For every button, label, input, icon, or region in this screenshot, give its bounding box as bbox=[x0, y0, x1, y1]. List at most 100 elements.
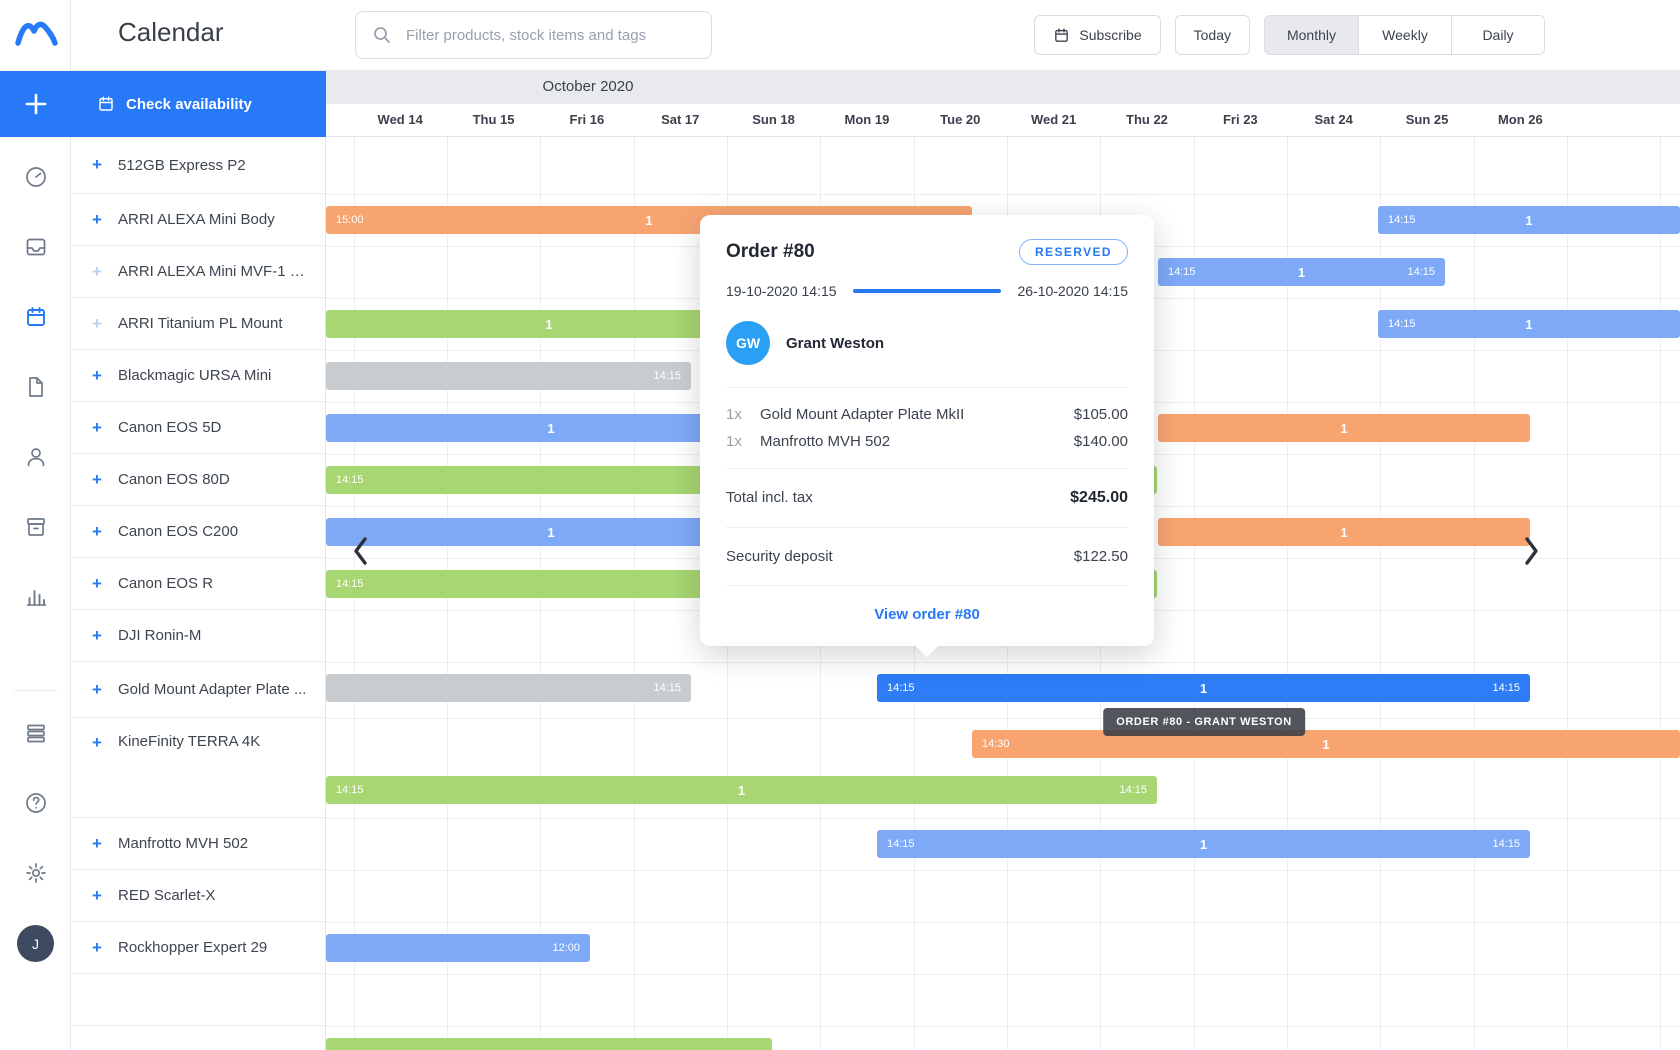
grid-row-line bbox=[326, 1026, 1680, 1027]
bar-quantity: 1 bbox=[737, 782, 746, 798]
product-row[interactable]: + Canon EOS 80D bbox=[71, 454, 325, 506]
next-period-button[interactable] bbox=[1520, 534, 1542, 571]
product-name: ARRI Titanium PL Mount bbox=[118, 315, 283, 332]
subscribe-button[interactable]: Subscribe bbox=[1034, 15, 1161, 55]
plus-icon bbox=[25, 93, 46, 115]
product-row[interactable]: + Canon EOS R bbox=[71, 558, 325, 610]
documents-icon[interactable] bbox=[0, 369, 71, 405]
dashboard-icon[interactable] bbox=[0, 159, 71, 195]
prev-period-button[interactable] bbox=[350, 534, 372, 571]
settings-gear-icon[interactable] bbox=[0, 855, 71, 891]
check-availability-button[interactable]: Check availability bbox=[71, 71, 326, 137]
add-line-plus-icon[interactable]: + bbox=[92, 521, 102, 541]
availability-bar[interactable]: 12:00 bbox=[326, 934, 590, 962]
add-line-plus-icon[interactable]: + bbox=[92, 573, 102, 593]
availability-bar[interactable]: 14:15 1 bbox=[1378, 206, 1680, 234]
calendar-area: October 2020 Wed 14 Thu 15 Fri 16 Sat 17 Sun… bbox=[326, 71, 1680, 1050]
availability-bar[interactable]: 14:15 1 14:15 bbox=[326, 776, 1157, 804]
add-line-plus-icon[interactable]: + bbox=[92, 155, 102, 174]
product-row[interactable]: + DJI Ronin-M bbox=[71, 610, 325, 662]
product-row[interactable]: + ARRI ALEXA Mini Body bbox=[71, 194, 325, 246]
add-line-plus-icon[interactable]: + bbox=[92, 365, 102, 385]
add-line-plus-icon[interactable]: + bbox=[92, 417, 102, 437]
today-button[interactable]: Today bbox=[1174, 15, 1250, 55]
availability-bar[interactable]: 14:15 1 14:15 bbox=[877, 674, 1530, 702]
month-header: October 2020 bbox=[326, 71, 1680, 104]
search-input[interactable] bbox=[404, 25, 711, 45]
add-line-plus-icon[interactable]: + bbox=[92, 885, 102, 905]
product-row[interactable]: + RED Scarlet-X bbox=[71, 870, 325, 922]
item-qty: 1x bbox=[726, 406, 742, 423]
add-button[interactable] bbox=[0, 71, 71, 137]
stock-list-icon[interactable] bbox=[0, 715, 71, 751]
customers-icon[interactable] bbox=[0, 439, 71, 475]
day-header: Tue 20 bbox=[940, 112, 981, 127]
bar-start-time: 14:15 bbox=[1388, 318, 1416, 330]
inbox-icon[interactable] bbox=[0, 229, 71, 265]
product-row[interactable]: + Manfrotto MVH 502 bbox=[71, 818, 325, 870]
bar-quantity: 1 bbox=[645, 212, 653, 228]
product-row[interactable]: + Rockhopper Expert 29 bbox=[71, 922, 325, 974]
availability-bar[interactable]: 14:15 bbox=[326, 674, 691, 702]
products-box-icon[interactable] bbox=[0, 509, 71, 545]
deposit-label: Security deposit bbox=[726, 548, 833, 565]
bar-quantity: 1 bbox=[545, 316, 553, 332]
add-line-plus-icon[interactable]: + bbox=[92, 625, 102, 645]
order-item-row: 1x Manfrotto MVH 502 $140.00 bbox=[726, 433, 1128, 450]
availability-bar[interactable]: 14:15 1 14:15 bbox=[1158, 258, 1445, 286]
order-items: 1x Gold Mount Adapter Plate MkII $105.00 1x… bbox=[726, 387, 1128, 468]
availability-bar[interactable]: 1 bbox=[1158, 518, 1530, 546]
user-avatar[interactable]: J bbox=[17, 925, 54, 962]
view-weekly-button[interactable]: Weekly bbox=[1358, 16, 1451, 54]
grid-row-line bbox=[326, 662, 1680, 663]
bar-end-time: 14:15 bbox=[1492, 682, 1520, 694]
deposit-value: $122.50 bbox=[1073, 548, 1128, 565]
availability-bar[interactable]: 1 bbox=[326, 310, 772, 338]
add-line-plus-icon[interactable]: + bbox=[92, 469, 102, 489]
today-label: Today bbox=[1193, 27, 1231, 43]
add-line-plus-icon[interactable]: + bbox=[92, 937, 102, 957]
add-line-plus-icon[interactable]: + bbox=[92, 679, 102, 699]
availability-bar[interactable]: 14:15 1 14:15 bbox=[877, 830, 1530, 858]
view-daily-button[interactable]: Daily bbox=[1451, 16, 1544, 54]
rail-divider bbox=[14, 690, 57, 691]
product-row[interactable]: + Canon EOS C200 bbox=[71, 506, 325, 558]
availability-bar[interactable] bbox=[326, 1038, 772, 1050]
availability-bar[interactable]: 14:30 1 bbox=[972, 730, 1680, 758]
bar-quantity: 1 bbox=[1199, 680, 1208, 696]
order-dates: 19-10-2020 14:15 26-10-2020 14:15 bbox=[726, 283, 1128, 299]
day-header: Thu 22 bbox=[1126, 112, 1168, 127]
view-monthly-button[interactable]: Monthly bbox=[1265, 16, 1358, 54]
help-icon[interactable] bbox=[0, 785, 71, 821]
brand-logo-icon bbox=[0, 16, 71, 48]
product-name: Canon EOS C200 bbox=[118, 523, 239, 540]
add-line-plus-icon[interactable]: + bbox=[92, 313, 102, 333]
search-box[interactable] bbox=[355, 11, 712, 59]
product-row[interactable]: +512GB Express P2 bbox=[71, 137, 325, 194]
availability-bar[interactable]: 1 bbox=[1158, 414, 1530, 442]
availability-bar[interactable]: 14:15 bbox=[326, 362, 691, 390]
bar-end-time: 14:15 bbox=[653, 682, 681, 694]
view-order-link[interactable]: View order #80 bbox=[874, 606, 980, 623]
product-row[interactable]: + Blackmagic URSA Mini bbox=[71, 350, 325, 402]
calendar-icon-active[interactable] bbox=[0, 299, 71, 335]
add-line-plus-icon[interactable]: + bbox=[92, 833, 102, 853]
availability-bar[interactable]: 14:15 1 bbox=[1378, 310, 1680, 338]
add-line-plus-icon[interactable]: + bbox=[92, 261, 102, 281]
day-header: Fri 16 bbox=[569, 112, 605, 127]
bar-start-time: 14:30 bbox=[982, 738, 1010, 750]
product-row[interactable]: + ARRI ALEXA Mini MVF-1 Vie... bbox=[71, 246, 325, 298]
grid-column-line bbox=[1380, 104, 1382, 1050]
product-row[interactable]: + Canon EOS 5D bbox=[71, 402, 325, 454]
product-row[interactable]: + Gold Mount Adapter Plate ... bbox=[71, 662, 325, 718]
reports-chart-icon[interactable] bbox=[0, 579, 71, 615]
product-row[interactable]: + KineFinity TERRA 4K bbox=[71, 718, 325, 818]
add-line-plus-icon[interactable]: + bbox=[92, 733, 102, 752]
bar-end-time: 14:15 bbox=[1407, 266, 1435, 278]
grid-column-line bbox=[1287, 104, 1288, 1050]
customer-avatar: GW bbox=[726, 321, 770, 365]
add-line-plus-icon[interactable]: + bbox=[92, 209, 102, 229]
bar-quantity: 1 bbox=[1297, 264, 1306, 280]
product-row[interactable]: + ARRI Titanium PL Mount bbox=[71, 298, 325, 350]
